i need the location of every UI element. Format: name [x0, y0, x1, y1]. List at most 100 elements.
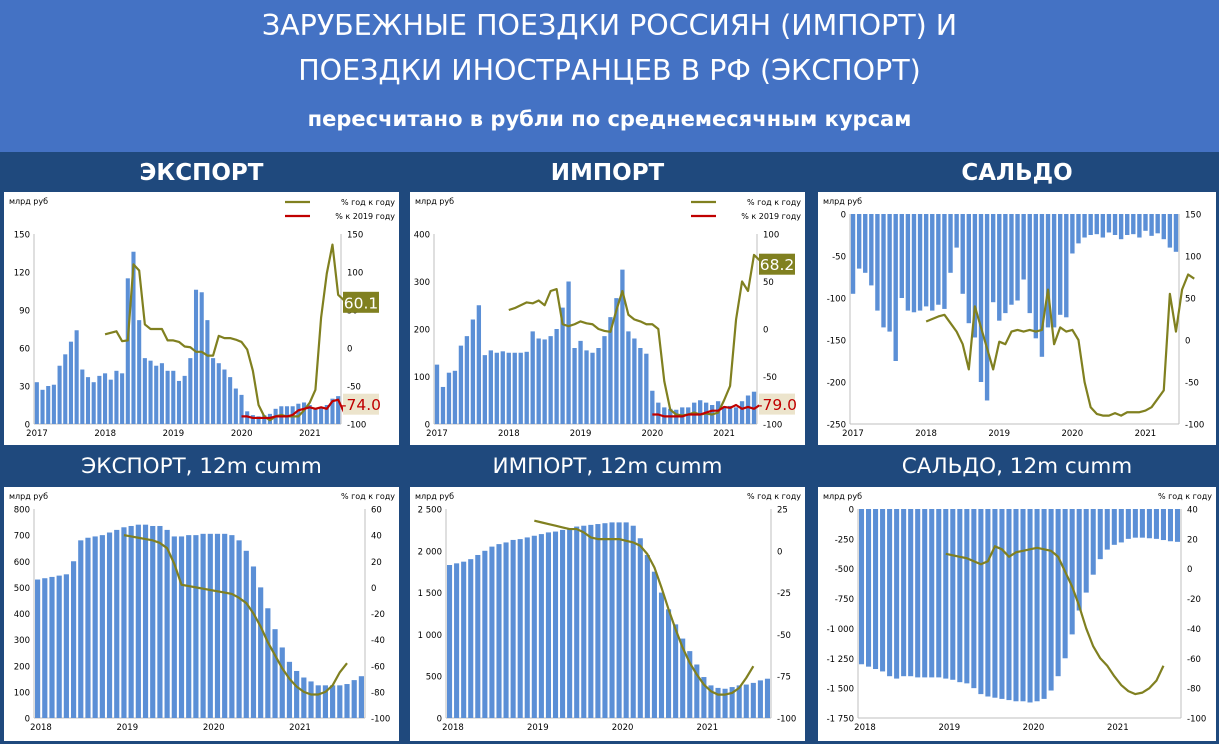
- bar: [245, 411, 250, 424]
- bar: [154, 365, 159, 424]
- y2-tick-label: -50: [777, 631, 791, 641]
- bar: [137, 320, 142, 424]
- bar: [1027, 509, 1033, 703]
- bar: [500, 351, 505, 424]
- bar: [488, 350, 493, 425]
- y2-tick-label: 0: [763, 326, 768, 336]
- bar: [518, 352, 523, 424]
- chart-import-12m-svg: 0 500 1 000 1 500 2 000 2 500 -100 -75 -50 -25 0 25…: [415, 492, 801, 733]
- y-tick-label: 90: [19, 307, 30, 317]
- y-tick-label: 1 000: [418, 631, 442, 641]
- x-tick-label: 2018: [915, 429, 937, 439]
- y-tick-label: 150: [14, 231, 30, 241]
- bar: [503, 542, 509, 718]
- bar: [301, 677, 307, 718]
- y-tick-label: 0: [425, 421, 430, 431]
- bar: [911, 214, 917, 313]
- callout-label: -79.0: [757, 396, 797, 414]
- bar: [656, 402, 661, 425]
- bar: [324, 405, 329, 424]
- bar: [510, 539, 516, 718]
- bar: [56, 575, 62, 718]
- bar: [313, 408, 318, 424]
- bar: [1069, 509, 1075, 635]
- bar: [584, 350, 589, 425]
- bar: [159, 363, 164, 424]
- y2-tick-label: -60: [1187, 655, 1201, 665]
- bar: [1090, 509, 1096, 575]
- bar: [78, 540, 84, 718]
- bar: [990, 214, 996, 303]
- chart-export-monthly-svg: 0306090120150-100-5005010015020172018201…: [9, 197, 395, 439]
- y2-tick-label: 100: [347, 269, 363, 279]
- panel-title-balance-12m: САЛЬДО, 12m cumm: [818, 447, 1216, 487]
- bar: [475, 554, 481, 718]
- x-tick-label: 2021: [696, 723, 718, 733]
- y-tick-label: 60: [19, 345, 30, 355]
- bar: [686, 407, 691, 425]
- bar: [743, 684, 749, 718]
- y2-tick-label: 150: [347, 231, 363, 241]
- bar: [464, 336, 470, 425]
- bar: [620, 269, 625, 425]
- bar: [545, 532, 551, 718]
- bar: [588, 524, 594, 718]
- legend-label: % год к году: [747, 198, 801, 207]
- bar: [1088, 214, 1093, 235]
- y-tick-label: 0: [437, 715, 442, 725]
- x-tick-label: 2018: [854, 723, 876, 733]
- panel-title-import-12m: ИМПОРТ, 12m cumm: [410, 447, 805, 487]
- bar: [602, 336, 607, 425]
- bar: [873, 509, 879, 670]
- y-tick-label: -250: [835, 535, 854, 545]
- y2-axis-title: % год к году: [341, 492, 395, 501]
- bar: [315, 685, 321, 718]
- bar: [229, 535, 235, 719]
- bar: [984, 214, 990, 401]
- bar: [148, 360, 153, 424]
- bar: [595, 524, 601, 718]
- y-axis-title: млрд руб: [9, 197, 48, 206]
- subtitle: пересчитано в рубли по среднемесячным ку…: [307, 107, 912, 131]
- x-tick-label: 2018: [498, 429, 520, 439]
- bar: [42, 578, 48, 718]
- bar: [446, 565, 453, 718]
- bar: [554, 329, 559, 424]
- bar: [727, 405, 733, 424]
- bar: [698, 400, 703, 424]
- title-banner: ЗАРУБЕЖНЫЕ ПОЕЗДКИ РОССИЯН (ИМПОРТ) И ПО…: [0, 0, 1219, 152]
- bar: [536, 338, 541, 424]
- bar: [1070, 214, 1075, 254]
- y2-axis-title: % год к году: [1158, 492, 1212, 501]
- chart-balance-monthly: -250 -200 -150 -100 -50 0 -100 -50 0 50 100 150 2017…: [818, 192, 1216, 445]
- bar: [1143, 214, 1148, 231]
- bar: [863, 214, 868, 273]
- bar: [850, 214, 856, 294]
- x-tick-label: 2019: [163, 429, 185, 439]
- bar: [632, 338, 637, 424]
- y-tick-label: 300: [14, 636, 30, 646]
- y2-tick-label: -80: [1187, 685, 1201, 695]
- bar: [590, 352, 595, 424]
- x-tick-label: 2018: [94, 429, 116, 439]
- y2-tick-label: 50: [763, 278, 774, 288]
- y2-tick-label: -40: [371, 636, 385, 646]
- bar: [279, 647, 285, 718]
- y2-tick-label: -50: [347, 383, 361, 393]
- bar: [869, 214, 874, 286]
- bar: [1118, 509, 1124, 543]
- panel-title-import: ИМПОРТ: [410, 155, 805, 191]
- y-tick-label: 600: [14, 558, 30, 568]
- bar: [999, 509, 1005, 699]
- bar: [250, 415, 255, 424]
- bar: [1146, 509, 1152, 539]
- x-tick-label: 2021: [289, 723, 311, 733]
- bar: [1118, 214, 1124, 240]
- y-tick-label: -1 500: [827, 685, 854, 695]
- bar: [764, 678, 771, 718]
- bar: [157, 525, 163, 718]
- bar: [739, 401, 745, 424]
- bar: [1020, 509, 1026, 702]
- x-tick-label: 2018: [30, 723, 52, 733]
- bar: [121, 527, 127, 718]
